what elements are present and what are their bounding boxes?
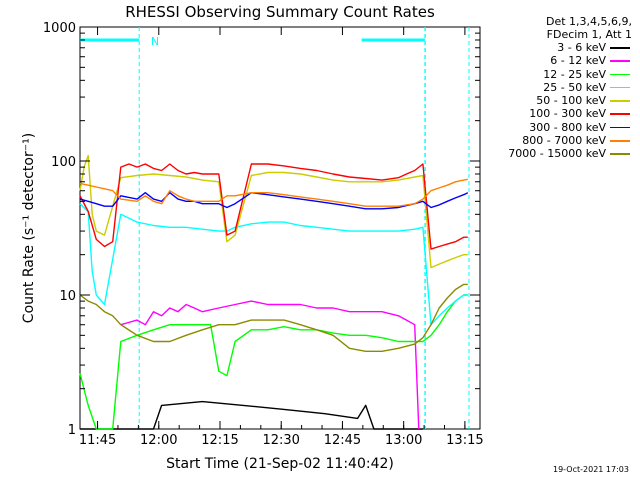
legend-label: 300 - 800 keV [529, 120, 606, 134]
x-tick-label: 12:45 [324, 433, 361, 448]
legend-swatch [610, 100, 630, 102]
series-line [79, 178, 468, 207]
series-line [79, 154, 468, 269]
x-tick-label: 12:00 [140, 433, 177, 448]
legend-item: 800 - 7000 keV [486, 134, 636, 147]
night-flag-layer [80, 27, 470, 429]
legend-item: 300 - 800 keV [486, 121, 636, 134]
legend-item: 7000 - 15000 keV [486, 147, 636, 160]
chart-title: RHESSI Observing Summary Count Rates [125, 3, 435, 21]
legend-header-line: FDecim 1, Att 1 [546, 28, 632, 41]
series-line [79, 294, 468, 430]
legend-swatch [610, 47, 630, 49]
series-layer [79, 154, 469, 430]
legend-label: 7000 - 15000 keV [508, 147, 606, 161]
legend-header-line: Det 1,3,4,5,6,9, [545, 15, 632, 28]
legend: 3 - 6 keV 6 - 12 keV 12 - 25 keV 25 - 50… [486, 41, 636, 161]
series-line [79, 283, 468, 352]
series-line [79, 203, 468, 326]
legend-item: 25 - 50 keV [486, 81, 636, 94]
legend-label: 100 - 300 keV [529, 107, 606, 121]
legend-label: 25 - 50 keV [543, 80, 606, 94]
legend-label: 12 - 25 keV [543, 67, 606, 81]
x-axis-label: Start Time (21-Sep-02 11:40:42) [166, 456, 394, 472]
legend-header: Det 1,3,4,5,6,9, FDecim 1, Att 1 [546, 15, 632, 41]
legend-swatch [610, 113, 630, 115]
annotation-n: N [151, 35, 159, 48]
y-tick-label: 1 [68, 423, 76, 438]
series-line [79, 191, 469, 210]
legend-swatch [610, 126, 630, 129]
series-line [120, 300, 420, 430]
legend-label: 50 - 100 keV [536, 94, 606, 108]
series-line [80, 400, 423, 430]
legend-swatch [610, 86, 630, 89]
legend-item: 50 - 100 keV [486, 94, 636, 107]
legend-item: 100 - 300 keV [486, 107, 636, 120]
legend-item: 3 - 6 keV [486, 41, 636, 54]
y-tick-label: 1000 [43, 21, 76, 36]
x-tick-label: 12:30 [262, 433, 299, 448]
legend-label: 6 - 12 keV [550, 54, 606, 68]
x-tick-label: 12:15 [201, 433, 238, 448]
x-tick-label: 13:00 [385, 433, 422, 448]
y-tick-label: 100 [51, 155, 76, 170]
axis-layer: 11:45 12:00 12:15 12:30 12:45 13:00 13:15 1 10 10… [43, 21, 484, 448]
timestamp: 19-Oct-2021 17:03 [553, 465, 629, 474]
plot-frame [79, 26, 481, 430]
legend-swatch [610, 60, 630, 62]
legend-swatch [610, 140, 630, 142]
y-axis-label: Count Rate (s⁻¹ detector⁻¹) [21, 133, 37, 323]
legend-swatch [610, 153, 630, 155]
legend-label: 3 - 6 keV [557, 41, 606, 54]
legend-item: 12 - 25 keV [486, 68, 636, 81]
y-tick-label: 10 [59, 289, 76, 304]
x-tick-label: 11:45 [79, 433, 116, 448]
series-line [79, 163, 468, 250]
legend-label: 800 - 7000 keV [522, 134, 606, 148]
legend-item: 6 - 12 keV [486, 54, 636, 67]
legend-swatch [610, 73, 630, 76]
x-tick-label: 13:15 [446, 433, 483, 448]
